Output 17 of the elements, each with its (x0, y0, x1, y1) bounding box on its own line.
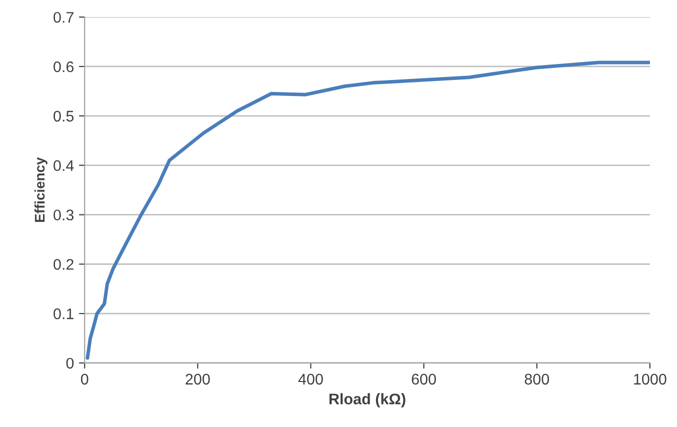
x-tick-label: 800 (524, 374, 550, 385)
y-tick-label: 0.1 (54, 308, 74, 320)
x-tick-label: 200 (186, 374, 210, 385)
y-tick-label: 0.7 (54, 12, 74, 23)
x-tick-label: 1000 (634, 374, 666, 385)
y-tick-label: 0.4 (54, 160, 74, 171)
y-axis-title: Efficiency (34, 157, 48, 222)
y-tick-label: 0.5 (54, 110, 74, 122)
x-tick-label: 0 (80, 374, 88, 385)
y-tick-label: 0.2 (54, 259, 74, 270)
y-tick-label: 0.3 (54, 210, 74, 220)
line-series (86, 60, 650, 360)
y-tick-label: 0.6 (54, 61, 74, 72)
x-axis-title: Rload (kΩ) (329, 393, 406, 408)
x-tick-label: 400 (298, 374, 323, 385)
y-tick-label: 0 (66, 358, 74, 369)
x-tick-label: 600 (412, 374, 436, 385)
